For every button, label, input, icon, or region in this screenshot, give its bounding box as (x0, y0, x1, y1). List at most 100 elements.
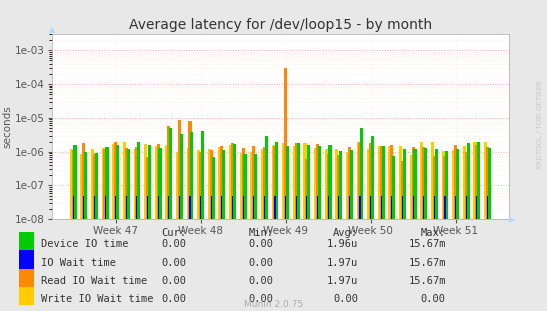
Bar (335, 149, 339, 311)
Bar (135, 146, 138, 311)
Bar (282, 143, 286, 311)
Bar (84, 152, 88, 311)
Bar (381, 196, 382, 311)
Bar (155, 146, 158, 311)
Bar (328, 196, 329, 311)
Bar (231, 143, 234, 311)
Bar (424, 148, 427, 311)
Bar (208, 149, 211, 311)
Bar (125, 148, 128, 311)
Bar (199, 152, 202, 311)
Bar (399, 146, 402, 311)
Bar (222, 196, 223, 311)
Bar (314, 148, 317, 311)
Text: 0.00: 0.00 (161, 239, 186, 249)
Bar (70, 149, 73, 311)
Text: Max:: Max: (421, 228, 446, 239)
Bar (411, 147, 415, 311)
Text: 0.00: 0.00 (161, 295, 186, 304)
Text: 1.96u: 1.96u (327, 239, 358, 249)
Bar (392, 156, 395, 311)
Bar (465, 196, 467, 311)
Bar (263, 147, 266, 311)
Bar (295, 143, 298, 311)
Bar (136, 196, 137, 311)
Bar (357, 143, 360, 311)
Bar (477, 142, 480, 311)
Bar (80, 154, 84, 311)
Text: 0.00: 0.00 (333, 295, 358, 304)
Bar (169, 128, 172, 311)
Bar (176, 152, 179, 311)
Bar (305, 159, 309, 311)
Bar (423, 196, 424, 311)
Text: Munin 2.0.75: Munin 2.0.75 (244, 300, 303, 309)
Bar (264, 196, 265, 311)
Bar (487, 196, 488, 311)
Text: Device IO time: Device IO time (41, 239, 129, 249)
Text: Avg:: Avg: (333, 228, 358, 239)
Bar (156, 144, 160, 311)
Bar (444, 196, 446, 311)
Bar (201, 131, 204, 311)
Bar (339, 151, 342, 311)
Bar (210, 150, 213, 311)
Bar (165, 145, 168, 311)
Bar (435, 149, 438, 311)
Bar (167, 126, 170, 311)
Bar (252, 146, 255, 311)
Bar (369, 143, 372, 311)
Bar (73, 145, 77, 311)
Bar (254, 154, 257, 311)
Bar (307, 145, 310, 311)
Bar (296, 196, 297, 311)
Bar (378, 146, 381, 311)
Bar (402, 196, 403, 311)
Bar (444, 156, 446, 311)
Bar (412, 196, 414, 311)
Bar (463, 146, 466, 311)
FancyBboxPatch shape (19, 232, 34, 250)
Bar (179, 196, 180, 311)
Bar (456, 149, 459, 311)
Bar (464, 152, 468, 311)
Bar (114, 142, 117, 311)
Text: Cur:: Cur: (161, 228, 186, 239)
Bar (240, 153, 243, 311)
Text: ▶: ▶ (509, 215, 515, 224)
Text: IO Wait time: IO Wait time (41, 258, 116, 268)
Text: 0.00: 0.00 (248, 276, 274, 286)
Bar (410, 155, 413, 311)
Bar (197, 151, 200, 311)
Bar (316, 144, 319, 311)
Bar (243, 196, 244, 311)
Bar (253, 196, 254, 311)
Bar (272, 145, 275, 311)
Bar (304, 143, 307, 311)
Text: 15.67m: 15.67m (408, 258, 446, 268)
Bar (434, 196, 435, 311)
Text: 1.97u: 1.97u (327, 258, 358, 268)
Text: 0.00: 0.00 (248, 239, 274, 249)
Bar (106, 147, 108, 311)
Bar (454, 145, 457, 311)
Bar (358, 142, 362, 311)
Bar (123, 142, 126, 311)
Bar (103, 149, 107, 311)
Bar (476, 196, 478, 311)
Bar (348, 147, 351, 311)
Bar (251, 152, 253, 311)
Bar (243, 154, 247, 311)
Bar (212, 157, 215, 311)
Bar (285, 196, 286, 311)
Bar (296, 143, 300, 311)
Bar (189, 196, 190, 311)
Bar (190, 132, 194, 311)
Bar (229, 145, 232, 311)
Bar (159, 148, 161, 311)
Bar (370, 196, 371, 311)
Bar (200, 196, 201, 311)
Bar (318, 146, 321, 311)
Bar (232, 196, 233, 311)
Bar (133, 149, 137, 311)
